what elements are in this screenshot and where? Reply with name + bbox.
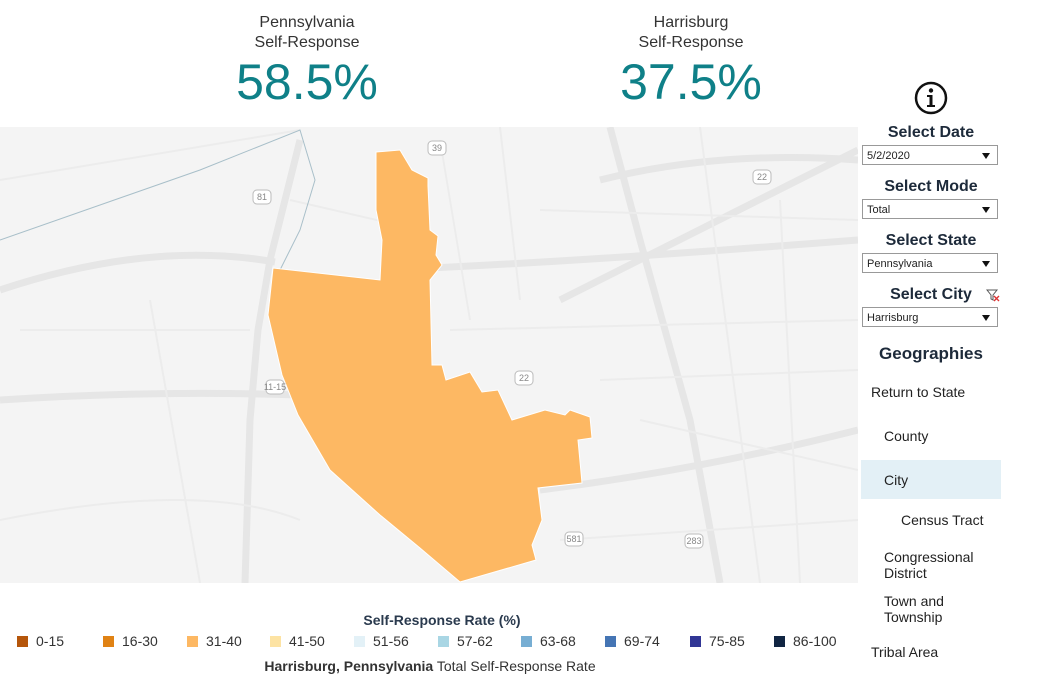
legend-swatch: [103, 635, 114, 647]
legend-item: 63-68: [521, 633, 576, 649]
legend-swatch: [354, 635, 365, 647]
map[interactable]: 39 81 22 11-15 22 581 283: [0, 127, 858, 583]
legend-swatch: [270, 635, 281, 647]
legend-label: 86-100: [793, 633, 837, 649]
shield: [427, 140, 447, 156]
info-icon[interactable]: [913, 80, 949, 116]
legend-swatch: [774, 635, 785, 647]
geography-item[interactable]: Tribal Area: [871, 644, 939, 660]
kpi-value: 58.5%: [236, 54, 378, 110]
legend-label: 69-74: [624, 633, 660, 649]
dropdown-arrow: [982, 207, 990, 213]
dropdown[interactable]: Pennsylvania: [862, 253, 998, 273]
legend-item: 57-62: [438, 633, 493, 649]
legend-label: 16-30: [122, 633, 158, 649]
dropdown-value: 5/2/2020: [867, 150, 910, 162]
dropdown-value: Pennsylvania: [867, 258, 933, 270]
geographies-title: Geographies: [879, 344, 983, 363]
geography-item[interactable]: City: [884, 472, 909, 488]
road-shields: 39 81 22 11-15 22 581 283: [252, 140, 772, 549]
shield: [564, 531, 584, 547]
legend-label: 31-40: [206, 633, 242, 649]
filter-label: Select State: [885, 232, 977, 249]
clear-filter-icon[interactable]: [986, 288, 1000, 302]
legend-label: 57-62: [457, 633, 493, 649]
shield: [265, 379, 285, 395]
dropdown-value: Harrisburg: [867, 312, 919, 324]
legend-swatch: [521, 635, 532, 647]
arrow: [982, 207, 990, 213]
shield-label: 581: [566, 534, 581, 544]
filter-label: Select Date: [887, 124, 975, 141]
shield-label: 39: [432, 143, 442, 153]
kpi-city: Harrisburg Self-Response 37.5%: [561, 13, 821, 109]
legend-swatch: [17, 635, 28, 647]
legend-swatch: [187, 635, 198, 647]
selected-highlight: [861, 460, 1001, 499]
dropdown-arrow: [982, 315, 990, 321]
arrow: [982, 315, 990, 321]
minor-roads: [0, 127, 858, 583]
legend-item: 86-100: [774, 633, 837, 649]
legend-label: 63-68: [540, 633, 576, 649]
legend-item: 16-30: [103, 633, 158, 649]
kpi-label: Pennsylvania: [259, 14, 355, 31]
filter-label: Select City: [890, 286, 972, 303]
shield: [252, 189, 272, 205]
legend-item: 0-15: [17, 633, 64, 649]
geography-item[interactable]: County: [884, 428, 929, 444]
arrow: [982, 261, 990, 267]
shield-label: 22: [519, 373, 529, 383]
dropdown[interactable]: Total: [862, 199, 998, 219]
legend-item: 31-40: [187, 633, 242, 649]
legend-label: 41-50: [289, 633, 325, 649]
dropdown-arrow: [982, 261, 990, 267]
footer-place: Harrisburg, Pennsylvania: [264, 658, 434, 674]
shield-label: 283: [686, 536, 701, 546]
kpi-state: Pennsylvania Self-Response 58.5%: [177, 13, 437, 109]
dropdown[interactable]: 5/2/2020: [862, 145, 998, 165]
kpi-label: Harrisburg: [653, 14, 729, 31]
dropdown[interactable]: Harrisburg: [862, 307, 998, 327]
legend-item: 41-50: [270, 633, 325, 649]
dropdown-value: Total: [867, 204, 891, 216]
legend-label: 75-85: [709, 633, 745, 649]
river: [0, 129, 316, 271]
legend-item: 75-85: [690, 633, 745, 649]
shield: [684, 533, 704, 549]
shield-label: 11-15: [264, 382, 286, 392]
dropdown-arrow: [982, 153, 990, 159]
legend-item: 69-74: [605, 633, 660, 649]
shield: [752, 169, 772, 185]
shield: [514, 370, 534, 386]
geography-item[interactable]: Census Tract: [901, 512, 984, 528]
legend-swatch: [605, 635, 616, 647]
legend-swatch: [438, 635, 449, 647]
major-roads: [0, 127, 858, 583]
kpi-label: Self-Response: [638, 34, 744, 51]
legend-title: Self-Response Rate (%): [363, 612, 521, 628]
geography-item[interactable]: Congressional District: [884, 549, 974, 581]
shield-label: 81: [257, 192, 267, 202]
legend-label: 0-15: [36, 633, 65, 649]
footer: Harrisburg, Pennsylvania Total Self-Resp…: [0, 658, 860, 674]
footer-text: Total Self-Response Rate: [436, 658, 596, 674]
filter-label: Select Mode: [884, 178, 978, 195]
legend-label: 51-56: [373, 633, 409, 649]
legend-swatch: [690, 635, 701, 647]
legend-item: 51-56: [354, 633, 409, 649]
kpi-value: 37.5%: [620, 54, 762, 110]
kpi-label: Self-Response: [254, 34, 360, 51]
arrow: [982, 153, 990, 159]
geography-item[interactable]: Return to State: [871, 384, 966, 400]
shield-label: 22: [757, 172, 767, 182]
city-area[interactable]: [267, 149, 593, 583]
geography-item[interactable]: Town and Township: [884, 593, 944, 625]
